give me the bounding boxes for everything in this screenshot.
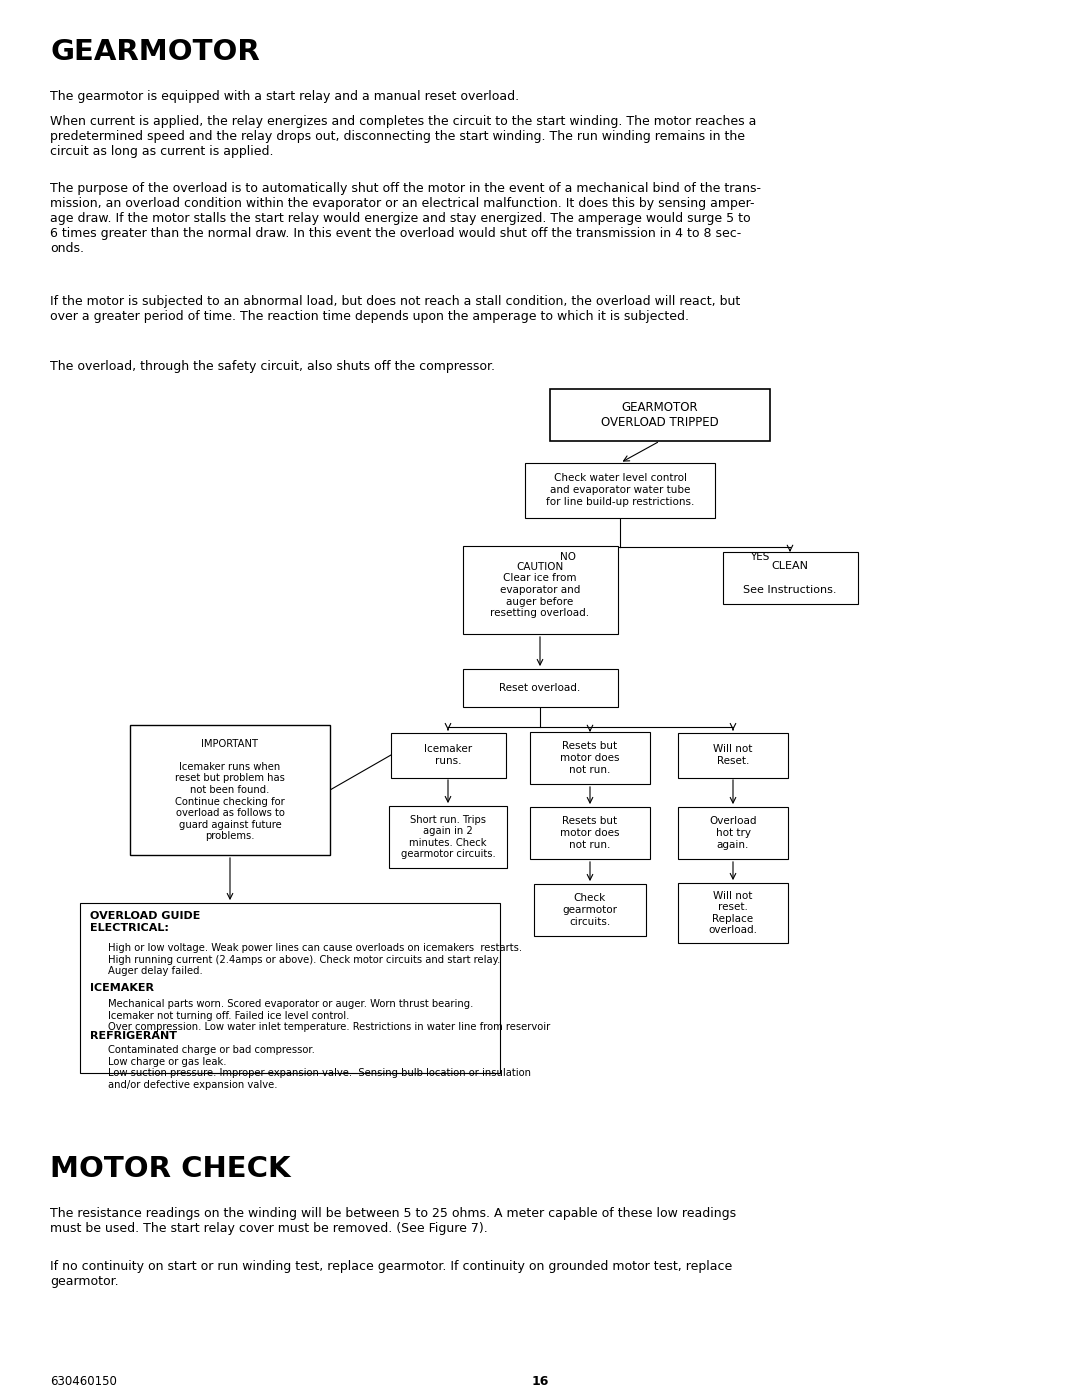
Text: The purpose of the overload is to automatically shut off the motor in the event : The purpose of the overload is to automa… [50,182,761,256]
Text: Check
gearmotor
circuits.: Check gearmotor circuits. [563,894,618,926]
Text: NO: NO [561,552,576,562]
Text: When current is applied, the relay energizes and completes the circuit to the st: When current is applied, the relay energ… [50,115,756,158]
Bar [678,732,788,778]
Text: GEARMOTOR: GEARMOTOR [50,38,260,66]
Bar [723,552,858,604]
Text: Will not
Reset.: Will not Reset. [713,745,753,766]
Bar [534,884,646,936]
Text: The gearmotor is equipped with a start relay and a manual reset overload.: The gearmotor is equipped with a start r… [50,89,519,103]
Text: Mechanical parts worn. Scored evaporator or auger. Worn thrust bearing.
Icemaker: Mechanical parts worn. Scored evaporator… [108,999,550,1032]
Bar [391,732,505,778]
Bar [462,546,618,634]
Text: CAUTION
Clear ice from
evaporator and
auger before
resetting overload.: CAUTION Clear ice from evaporator and au… [490,562,590,619]
Text: REFRIGERANT: REFRIGERANT [90,1031,177,1041]
Text: Reset overload.: Reset overload. [499,683,581,693]
Text: IMPORTANT

Icemaker runs when
reset but problem has
not been found.
Continue che: IMPORTANT Icemaker runs when reset but p… [175,739,285,841]
Text: CLEAN

See Instructions.: CLEAN See Instructions. [743,562,837,595]
Bar [530,807,650,859]
Text: The resistance readings on the winding will be between 5 to 25 ohms. A meter cap: The resistance readings on the winding w… [50,1207,737,1235]
Text: Resets but
motor does
not run.: Resets but motor does not run. [561,742,620,774]
Text: If no continuity on start or run winding test, replace gearmotor. If continuity : If no continuity on start or run winding… [50,1260,732,1288]
Text: GEARMOTOR
OVERLOAD TRIPPED: GEARMOTOR OVERLOAD TRIPPED [602,401,719,429]
Bar [80,902,500,1073]
Text: The overload, through the safety circuit, also shuts off the compressor.: The overload, through the safety circuit… [50,360,495,373]
Text: If the motor is subjected to an abnormal load, but does not reach a stall condit: If the motor is subjected to an abnormal… [50,295,740,323]
Bar [678,883,788,943]
Text: High or low voltage. Weak power lines can cause overloads on icemakers  restarts: High or low voltage. Weak power lines ca… [108,943,522,977]
Bar [525,462,715,517]
Text: Will not
reset.
Replace
overload.: Will not reset. Replace overload. [708,891,757,936]
Text: Short run. Trips
again in 2
minutes. Check
gearmotor circuits.: Short run. Trips again in 2 minutes. Che… [401,814,496,859]
Bar [550,388,770,441]
Bar [678,807,788,859]
Text: ICEMAKER: ICEMAKER [90,983,154,993]
Text: Overload
hot try
again.: Overload hot try again. [710,816,757,849]
Bar [530,732,650,784]
Text: Resets but
motor does
not run.: Resets but motor does not run. [561,816,620,849]
Bar [130,725,330,855]
Bar [462,669,618,707]
Text: OVERLOAD GUIDE
ELECTRICAL:: OVERLOAD GUIDE ELECTRICAL: [90,911,201,933]
Bar [389,806,507,868]
Text: 16: 16 [531,1375,549,1389]
Text: Check water level control
and evaporator water tube
for line build-up restrictio: Check water level control and evaporator… [545,474,694,507]
Text: Contaminated charge or bad compressor.
Low charge or gas leak.
Low suction press: Contaminated charge or bad compressor. L… [108,1045,531,1090]
Text: MOTOR CHECK: MOTOR CHECK [50,1155,291,1183]
Text: 630460150: 630460150 [50,1375,117,1389]
Text: Icemaker
runs.: Icemaker runs. [424,745,472,766]
Text: YES: YES [750,552,769,562]
